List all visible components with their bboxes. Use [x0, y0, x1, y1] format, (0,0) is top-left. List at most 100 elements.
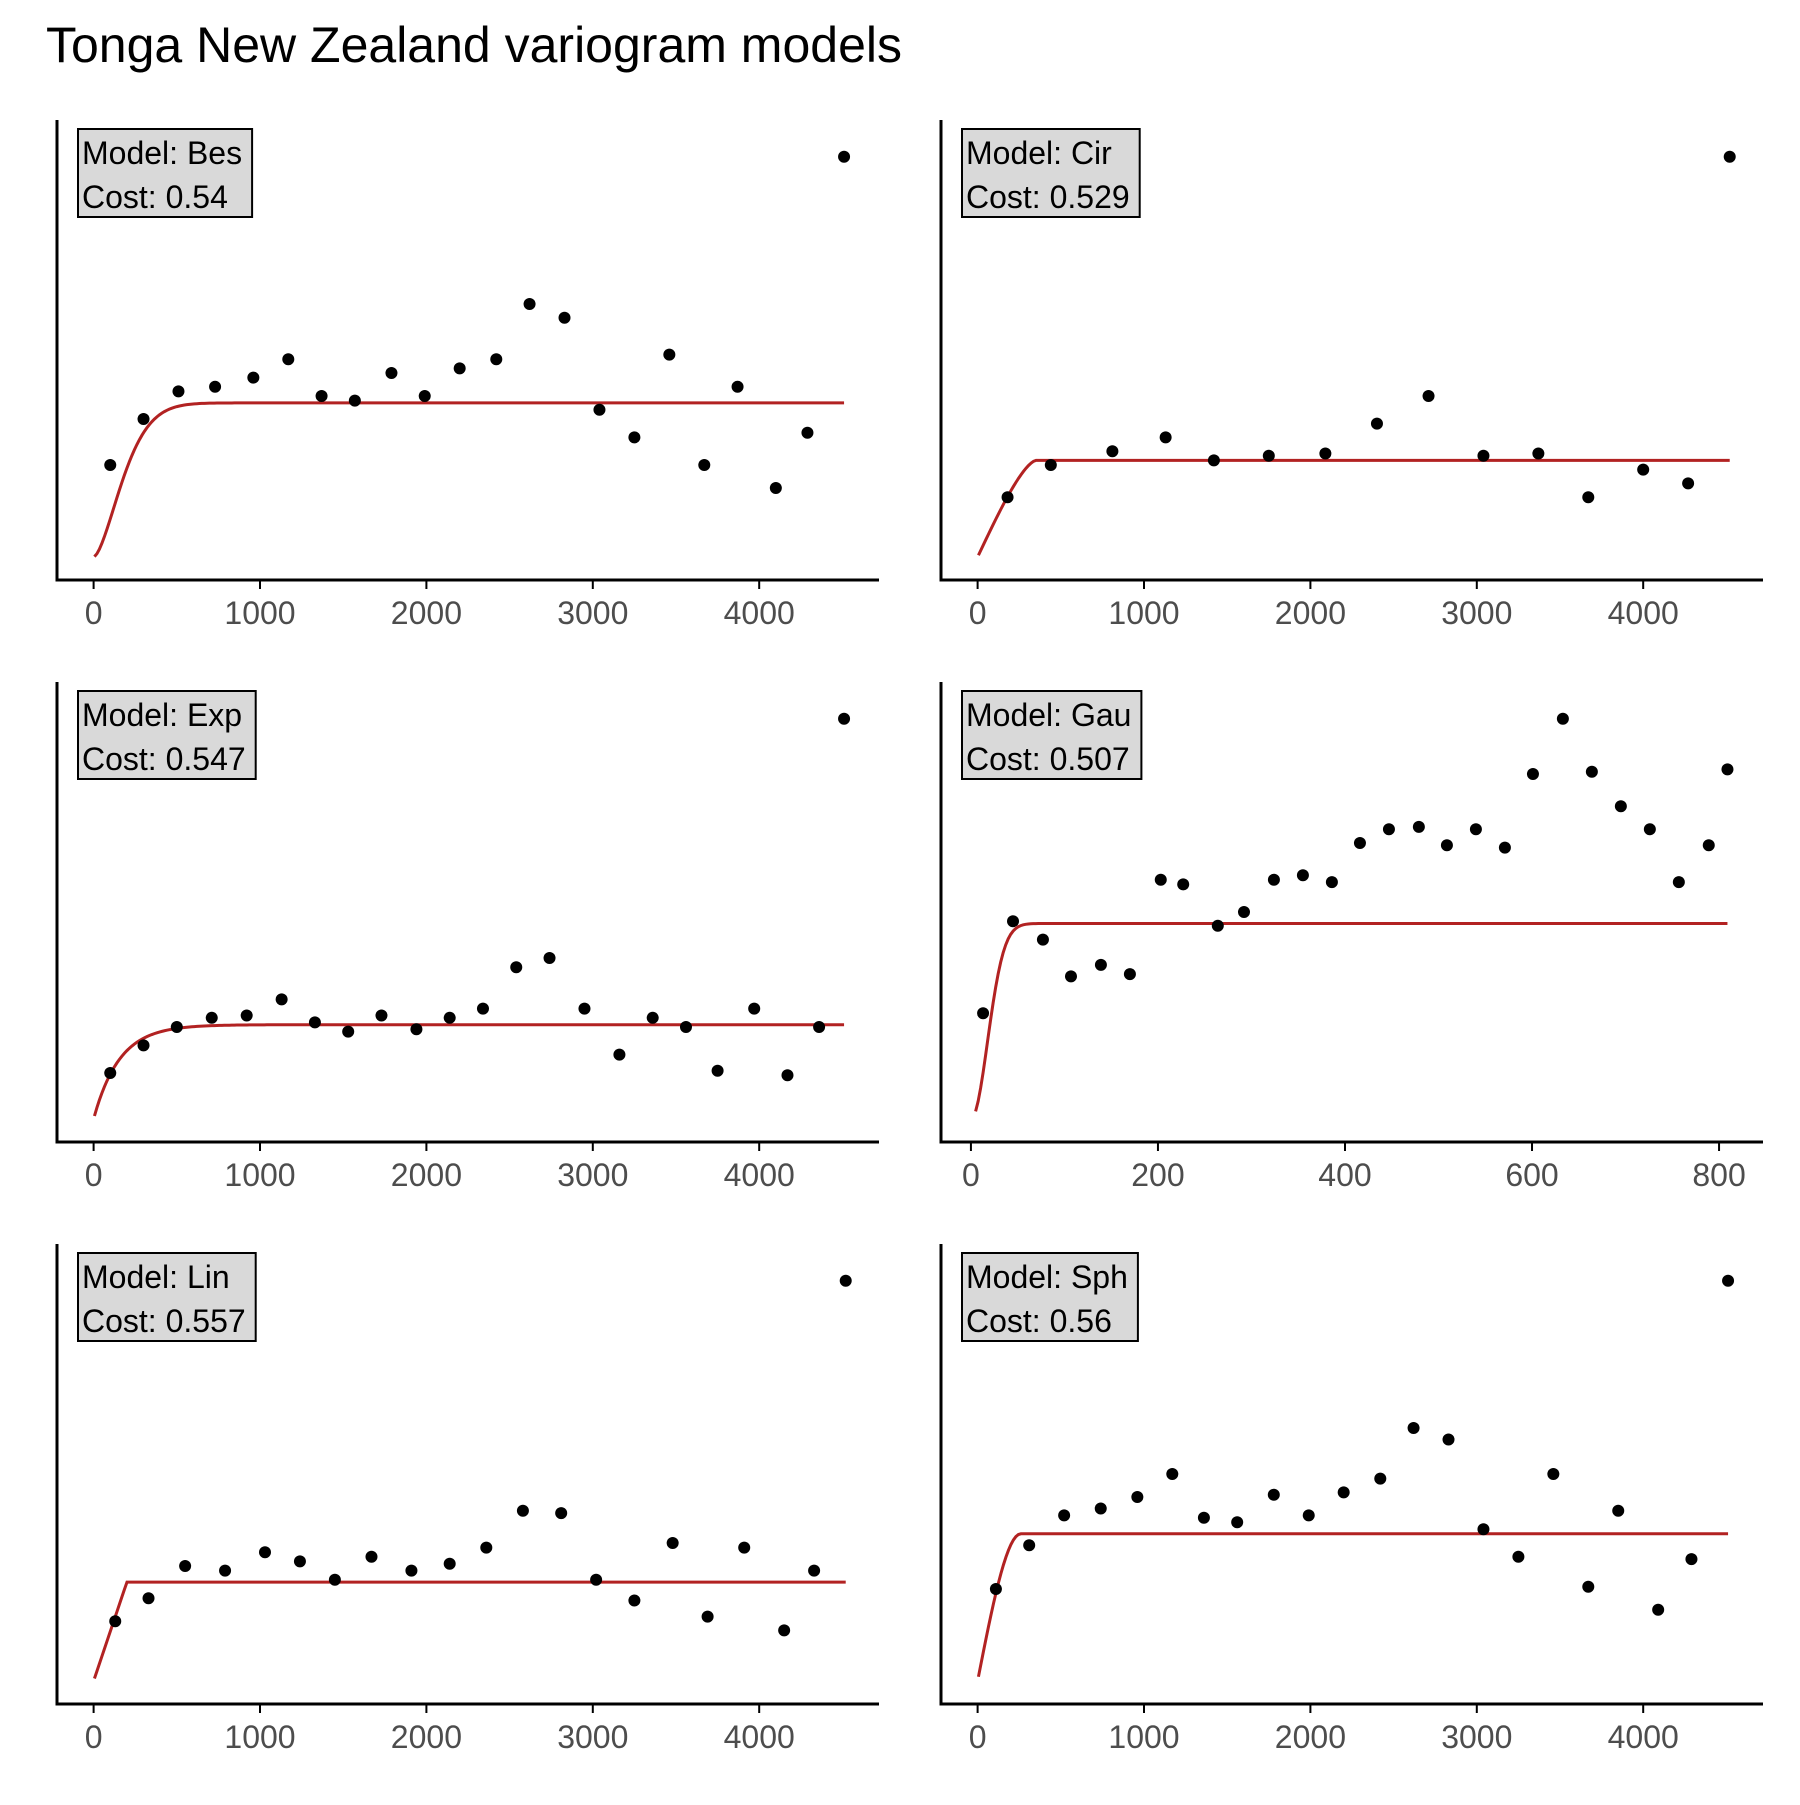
- x-tick-label: 400: [1318, 1157, 1371, 1193]
- data-point: [1154, 873, 1167, 886]
- data-point: [510, 961, 523, 974]
- data-point: [315, 390, 328, 402]
- model-curve: [93, 401, 845, 558]
- data-point: [1532, 447, 1545, 460]
- data-point: [593, 403, 606, 416]
- x-tick-label: 0: [85, 1719, 103, 1755]
- data-point: [1477, 1523, 1490, 1536]
- data-point: [385, 367, 398, 379]
- data-point: [748, 1002, 761, 1015]
- data-point: [1672, 876, 1685, 889]
- data-point: [1512, 1550, 1525, 1563]
- model-name-label: Model: Gau: [966, 697, 1131, 733]
- data-point: [1370, 417, 1383, 430]
- cost-label: Cost: 0.529: [966, 179, 1130, 215]
- data-point: [172, 385, 185, 398]
- data-point: [666, 1537, 679, 1549]
- data-point: [1023, 1539, 1036, 1552]
- data-point: [663, 348, 676, 361]
- data-point: [104, 1067, 117, 1079]
- data-point: [801, 426, 814, 439]
- data-point: [1498, 841, 1511, 854]
- data-point: [711, 1064, 724, 1077]
- x-tick-label: 800: [1692, 1157, 1745, 1193]
- cost-label: Cost: 0.54: [82, 179, 228, 215]
- x-tick-label: 3000: [1441, 595, 1512, 631]
- data-point: [1637, 463, 1650, 476]
- x-tick-label: 1000: [224, 595, 295, 631]
- data-point: [989, 1583, 1002, 1595]
- data-point: [137, 1039, 150, 1052]
- model-name-label: Model: Cir: [966, 135, 1112, 171]
- data-point: [1526, 768, 1539, 780]
- x-tick-label: 4000: [1608, 1719, 1679, 1755]
- x-tick-label: 3000: [557, 1719, 628, 1755]
- data-point: [453, 362, 466, 375]
- panel-1: 0 1000 2000 3000 4000 Model: Bes Cost: 0.54: [55, 120, 879, 631]
- data-point: [1422, 390, 1435, 402]
- x-tick-label: 600: [1505, 1157, 1558, 1193]
- data-point: [490, 353, 503, 366]
- data-point: [1652, 1603, 1665, 1616]
- label-background: [77, 1252, 257, 1342]
- data-point: [1207, 454, 1220, 467]
- data-point: [778, 1624, 791, 1637]
- data-point: [838, 150, 851, 163]
- data-point: [282, 353, 295, 366]
- data-point: [1159, 431, 1172, 444]
- data-point: [555, 1507, 568, 1520]
- data-point: [1721, 763, 1734, 776]
- data-point: [142, 1592, 155, 1605]
- data-point: [1302, 1509, 1315, 1522]
- data-point: [1585, 765, 1598, 778]
- data-point: [590, 1573, 603, 1586]
- data-point: [523, 298, 536, 310]
- data-point: [1325, 876, 1338, 889]
- data-point: [1267, 1488, 1280, 1501]
- data-point: [1440, 839, 1453, 852]
- data-point: [1407, 1422, 1420, 1434]
- data-point: [1211, 919, 1224, 932]
- model-curve: [93, 1023, 845, 1117]
- data-point: [443, 1557, 456, 1570]
- data-point: [247, 371, 260, 384]
- data-point: [308, 1016, 321, 1029]
- x-tick-label: 2000: [391, 1719, 462, 1755]
- data-point: [1058, 1509, 1071, 1522]
- data-point: [516, 1504, 529, 1517]
- panel-5: 0 1000 2000 3000 4000 Model: Lin Cost: 0.557: [55, 1244, 879, 1755]
- x-tick-label: 0: [969, 1719, 987, 1755]
- x-tick-label: 3000: [557, 1157, 628, 1193]
- model-label-box: Model: Bes Cost: 0.54: [77, 128, 254, 218]
- data-point: [1723, 150, 1736, 163]
- data-point: [1262, 449, 1275, 462]
- data-point: [1556, 712, 1569, 725]
- data-point: [240, 1009, 253, 1022]
- model-name-label: Model: Bes: [82, 135, 242, 171]
- data-point: [375, 1009, 388, 1022]
- x-tick-label: 4000: [724, 1157, 795, 1193]
- data-point: [1702, 839, 1715, 852]
- data-point: [365, 1550, 378, 1563]
- data-point: [578, 1002, 591, 1015]
- data-point: [476, 1002, 489, 1015]
- data-point: [179, 1560, 192, 1572]
- data-point: [1337, 1486, 1350, 1499]
- data-point: [769, 482, 782, 494]
- data-point: [1296, 869, 1309, 882]
- data-point: [1007, 915, 1020, 928]
- data-point: [109, 1615, 122, 1628]
- data-point: [205, 1011, 218, 1024]
- data-point: [1064, 970, 1077, 983]
- data-point: [646, 1011, 659, 1024]
- data-point: [1722, 1274, 1735, 1287]
- data-point: [1267, 873, 1280, 886]
- x-tick-label: 4000: [724, 1719, 795, 1755]
- data-point: [418, 390, 431, 402]
- data-point: [1412, 820, 1425, 833]
- data-point: [1166, 1468, 1179, 1480]
- data-point: [219, 1564, 232, 1577]
- data-point: [170, 1021, 183, 1033]
